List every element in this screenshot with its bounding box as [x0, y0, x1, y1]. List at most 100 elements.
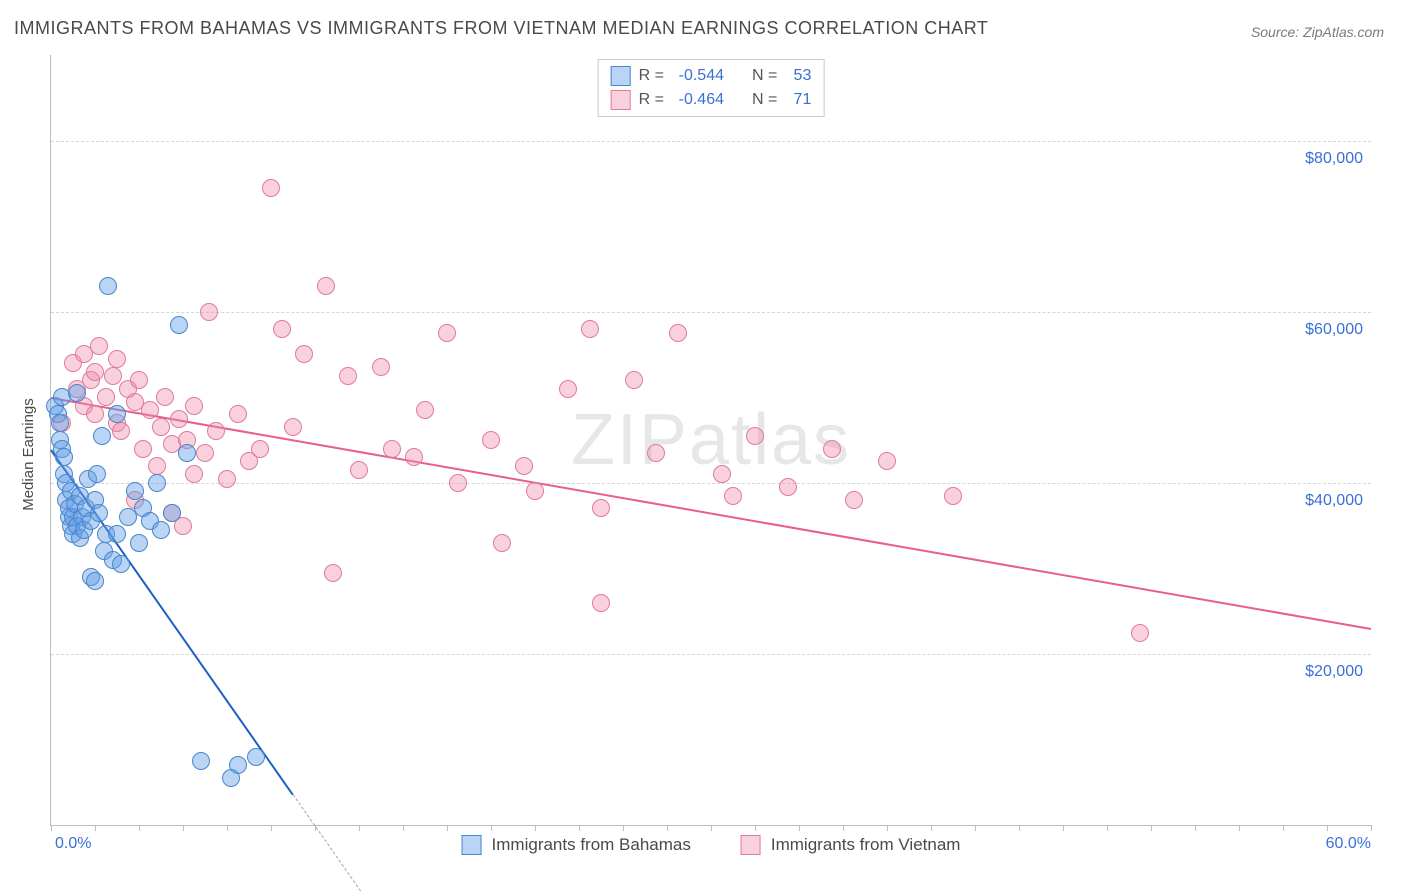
point-vietnam — [295, 345, 313, 363]
point-vietnam — [878, 452, 896, 470]
gridline — [51, 312, 1371, 313]
legend-swatch — [741, 835, 761, 855]
x-tick — [799, 825, 800, 831]
point-vietnam — [449, 474, 467, 492]
point-bahamas — [247, 748, 265, 766]
point-vietnam — [152, 418, 170, 436]
point-bahamas — [152, 521, 170, 539]
source-label: Source: ZipAtlas.com — [1251, 24, 1384, 40]
point-vietnam — [581, 320, 599, 338]
legend-label: Immigrants from Vietnam — [771, 835, 961, 855]
point-vietnam — [669, 324, 687, 342]
point-vietnam — [823, 440, 841, 458]
gridline — [51, 141, 1371, 142]
x-tick — [667, 825, 668, 831]
x-tick — [1107, 825, 1108, 831]
point-vietnam — [416, 401, 434, 419]
point-vietnam — [112, 422, 130, 440]
point-vietnam — [97, 388, 115, 406]
point-vietnam — [185, 465, 203, 483]
x-tick — [975, 825, 976, 831]
x-tick — [623, 825, 624, 831]
series-legend: Immigrants from BahamasImmigrants from V… — [462, 835, 961, 855]
point-bahamas — [90, 504, 108, 522]
point-vietnam — [200, 303, 218, 321]
x-tick — [755, 825, 756, 831]
point-bahamas — [99, 277, 117, 295]
point-vietnam — [262, 179, 280, 197]
point-vietnam — [86, 363, 104, 381]
point-vietnam — [944, 487, 962, 505]
x-tick — [1283, 825, 1284, 831]
point-bahamas — [88, 465, 106, 483]
x-tick — [711, 825, 712, 831]
chart-title: IMMIGRANTS FROM BAHAMAS VS IMMIGRANTS FR… — [14, 18, 988, 39]
x-tick — [359, 825, 360, 831]
point-vietnam — [284, 418, 302, 436]
point-vietnam — [273, 320, 291, 338]
point-vietnam — [779, 478, 797, 496]
x-tick — [535, 825, 536, 831]
n-value: 53 — [785, 67, 811, 85]
point-vietnam — [251, 440, 269, 458]
x-tick-label-left: 0.0% — [55, 835, 91, 853]
legend-item: Immigrants from Vietnam — [741, 835, 961, 855]
point-vietnam — [108, 350, 126, 368]
point-vietnam — [592, 594, 610, 612]
point-bahamas — [112, 555, 130, 573]
r-value: -0.464 — [672, 91, 724, 109]
gridline — [51, 654, 1371, 655]
point-vietnam — [713, 465, 731, 483]
point-vietnam — [156, 388, 174, 406]
stats-row: R = -0.464 N = 71 — [611, 88, 812, 112]
x-tick — [579, 825, 580, 831]
x-tick-label-right: 60.0% — [1326, 835, 1371, 853]
point-vietnam — [170, 410, 188, 428]
y-tick-label: $80,000 — [1305, 150, 1363, 168]
x-tick — [887, 825, 888, 831]
point-bahamas — [93, 427, 111, 445]
x-tick — [403, 825, 404, 831]
n-value: 71 — [785, 91, 811, 109]
r-label: R = — [639, 91, 664, 109]
point-bahamas — [192, 752, 210, 770]
legend-swatch — [611, 66, 631, 86]
r-value: -0.544 — [672, 67, 724, 85]
point-bahamas — [108, 525, 126, 543]
point-vietnam — [134, 440, 152, 458]
n-label: N = — [752, 91, 777, 109]
point-bahamas — [222, 769, 240, 787]
point-vietnam — [218, 470, 236, 488]
x-tick — [227, 825, 228, 831]
x-tick — [183, 825, 184, 831]
x-tick — [139, 825, 140, 831]
point-vietnam — [339, 367, 357, 385]
point-vietnam — [196, 444, 214, 462]
point-vietnam — [482, 431, 500, 449]
y-axis-label: Median Earnings — [20, 398, 37, 511]
point-vietnam — [141, 401, 159, 419]
point-vietnam — [559, 380, 577, 398]
point-vietnam — [185, 397, 203, 415]
x-tick — [491, 825, 492, 831]
point-bahamas — [68, 384, 86, 402]
point-vietnam — [383, 440, 401, 458]
x-tick — [271, 825, 272, 831]
x-tick — [95, 825, 96, 831]
point-vietnam — [493, 534, 511, 552]
point-bahamas — [148, 474, 166, 492]
point-vietnam — [724, 487, 742, 505]
n-label: N = — [752, 67, 777, 85]
stats-legend: R = -0.544 N = 53 R = -0.464 N = 71 — [598, 59, 825, 117]
point-vietnam — [526, 482, 544, 500]
x-tick — [1151, 825, 1152, 831]
x-tick — [447, 825, 448, 831]
stats-row: R =-0.544N =53 — [611, 64, 812, 88]
legend-swatch — [611, 90, 631, 110]
point-bahamas — [130, 534, 148, 552]
legend-swatch — [462, 835, 482, 855]
point-bahamas — [163, 504, 181, 522]
point-vietnam — [515, 457, 533, 475]
point-vietnam — [372, 358, 390, 376]
point-bahamas — [86, 572, 104, 590]
